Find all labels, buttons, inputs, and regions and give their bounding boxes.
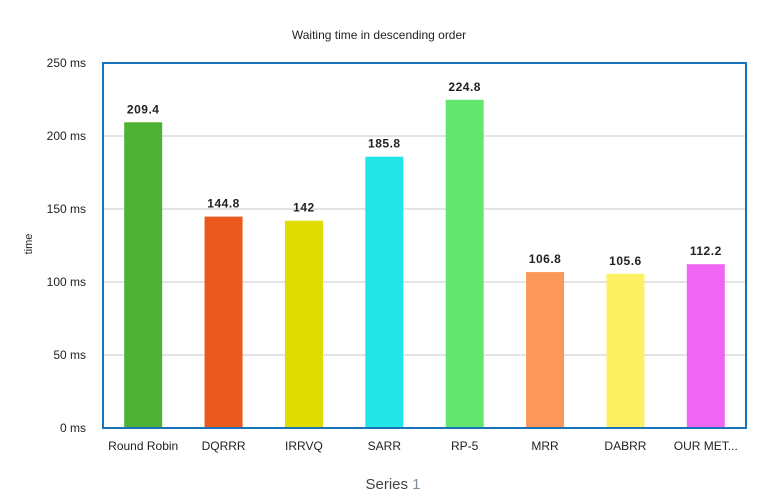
bar bbox=[526, 272, 565, 428]
y-tick-label: 50 ms bbox=[53, 348, 86, 362]
x-tick-label: DABRR bbox=[604, 439, 646, 453]
y-tick-label: 100 ms bbox=[47, 275, 86, 289]
data-label: 144.8 bbox=[207, 197, 240, 211]
x-tick-label: MRR bbox=[531, 439, 559, 453]
y-tick-label: 250 ms bbox=[47, 56, 86, 70]
data-labels: 209.4 144.8 142 185.8 224.8 106.8 105.6 112.2 bbox=[127, 80, 722, 268]
bars bbox=[124, 99, 725, 429]
series-label: Series 1 bbox=[365, 476, 420, 493]
data-label: 224.8 bbox=[448, 80, 481, 94]
bar bbox=[606, 273, 645, 428]
y-tick-label: 0 ms bbox=[60, 421, 86, 435]
bar bbox=[124, 122, 163, 428]
gridlines bbox=[103, 135, 746, 356]
data-label: 209.4 bbox=[127, 102, 160, 116]
data-label: 185.8 bbox=[368, 137, 401, 151]
chart-title: Waiting time in descending order bbox=[292, 28, 466, 42]
x-tick-label: Round Robin bbox=[108, 439, 178, 453]
data-label: 105.6 bbox=[609, 254, 642, 268]
y-tick-label: 150 ms bbox=[47, 202, 86, 216]
y-axis-label: time bbox=[23, 234, 35, 255]
data-label: 142 bbox=[293, 201, 315, 215]
bar bbox=[445, 99, 484, 429]
bar bbox=[204, 216, 243, 428]
x-tick-label: RP-5 bbox=[451, 439, 479, 453]
y-tick-label: 200 ms bbox=[47, 129, 86, 143]
x-tick-label: DQRRR bbox=[202, 439, 246, 453]
bar bbox=[284, 220, 323, 428]
data-label: 112.2 bbox=[690, 244, 722, 258]
x-tick-label: SARR bbox=[368, 439, 402, 453]
x-tick-label: OUR MET... bbox=[674, 439, 738, 453]
y-axis-ticks: 0 ms 50 ms 100 ms 150 ms 200 ms 250 ms bbox=[47, 56, 86, 435]
data-label: 106.8 bbox=[529, 252, 562, 266]
bar bbox=[686, 264, 725, 428]
x-tick-label: IRRVQ bbox=[285, 439, 323, 453]
bar bbox=[365, 156, 404, 428]
series-label-text: Series bbox=[365, 476, 412, 493]
x-axis-ticks: Round Robin DQRRR IRRVQ SARR RP-5 MRR DABRR OUR… bbox=[108, 439, 738, 453]
plot-frame bbox=[102, 62, 747, 429]
series-label-number: 1 bbox=[412, 476, 420, 493]
